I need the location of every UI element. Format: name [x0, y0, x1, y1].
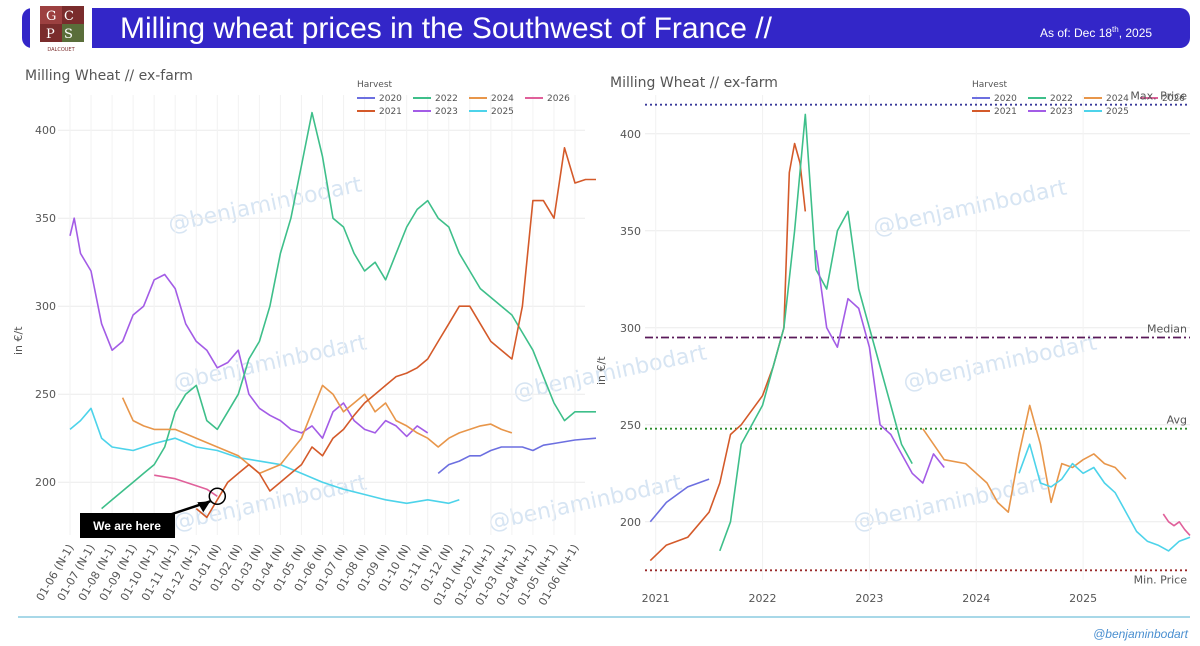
y-tick-label: 350 — [620, 225, 641, 238]
legend-label-2020: 2020 — [379, 94, 402, 104]
series-line-2024 — [922, 404, 1127, 513]
logo-panel — [40, 6, 62, 24]
series-line-2022 — [101, 111, 596, 510]
watermark: @benjaminbodart — [171, 330, 369, 396]
logo-letter: G — [46, 9, 56, 24]
watermark: @benjaminbodart — [851, 470, 1049, 536]
legend-label-2026: 2026 — [547, 94, 570, 104]
annotation-arrowhead — [197, 501, 211, 513]
highlight-circle — [208, 487, 227, 506]
logo-subtext: DALCOUET — [47, 47, 75, 53]
legend-title: Harvest — [357, 80, 393, 90]
series-line-2026 — [154, 474, 218, 497]
as-of-suffix: , 2025 — [1118, 26, 1153, 40]
y-tick-label: 400 — [620, 128, 641, 141]
series-line-2020 — [649, 478, 710, 523]
logo-panel — [62, 24, 84, 42]
y-tick-label: 300 — [620, 322, 641, 335]
annotation-text: We are here — [93, 519, 161, 533]
watermark: @benjaminbodart — [901, 330, 1099, 396]
series-line-2022 — [719, 113, 913, 552]
logo-letter: S — [64, 27, 73, 42]
x-tick-label: 2022 — [749, 592, 777, 605]
reference-label: Avg — [1167, 414, 1187, 427]
legend-label-2026: 2026 — [1162, 94, 1185, 104]
series-line-2020 — [437, 437, 597, 475]
legend-label-2020: 2020 — [994, 94, 1017, 104]
annotation-box — [80, 513, 175, 538]
legend-label-2021: 2021 — [994, 107, 1017, 117]
legend-label-2022: 2022 — [435, 94, 458, 104]
legend-label-2023: 2023 — [435, 107, 458, 117]
as-of-prefix: As of: Dec 18 — [1040, 26, 1113, 40]
series-line-2026 — [1162, 513, 1191, 536]
y-tick-label: 400 — [35, 124, 56, 137]
y-tick-label: 350 — [35, 212, 56, 225]
logo-graphic: G C P S DALCOUET — [40, 6, 84, 53]
reference-label: Max. Price — [1130, 90, 1187, 103]
y-axis-label: in €/t — [12, 326, 25, 355]
title-banner — [22, 8, 1190, 48]
watermark: @benjaminbodart — [486, 470, 684, 536]
x-tick-label: 2021 — [642, 592, 670, 605]
legend-label-2024: 2024 — [1106, 94, 1129, 104]
legend-label-2024: 2024 — [491, 94, 514, 104]
legend-label-2025: 2025 — [491, 107, 514, 117]
reference-label: Min. Price — [1134, 573, 1188, 586]
legend-label-2021: 2021 — [379, 107, 402, 117]
series-line-2025 — [69, 407, 460, 505]
as-of-sup: th — [1112, 25, 1119, 34]
series-line-2023 — [815, 250, 945, 484]
y-tick-label: 200 — [620, 516, 641, 529]
watermark: @benjaminbodart — [511, 340, 709, 406]
y-tick-label: 250 — [35, 388, 56, 401]
reference-label: Median — [1147, 323, 1187, 336]
company-logo: G C P S DALCOUET — [30, 4, 92, 54]
series-line-2023 — [69, 217, 429, 440]
series-line-2021 — [195, 147, 596, 519]
legend-title: Harvest — [972, 80, 1008, 90]
y-tick-label: 300 — [35, 300, 56, 313]
chart-title: Milling Wheat // ex-farm — [25, 68, 193, 84]
right-chart: 200 250 300 350 400 2021 2022 2023 2024 2025 Milli… — [595, 75, 1191, 605]
legend-label-2022: 2022 — [1050, 94, 1073, 104]
credit-text: @benjaminbodart — [1093, 627, 1189, 641]
series-line-2025 — [1018, 443, 1191, 552]
x-tick-label: 2023 — [855, 592, 883, 605]
series-line-2024 — [121, 384, 513, 475]
as-of-date: As of: Dec 18th, 2025 — [1040, 25, 1152, 40]
y-tick-label: 250 — [620, 419, 641, 432]
page-title: Milling wheat prices in the Southwest of… — [120, 12, 772, 45]
x-tick-label: 2025 — [1069, 592, 1097, 605]
legend-label-2025: 2025 — [1106, 107, 1129, 117]
logo-letter: P — [46, 27, 55, 42]
legend-label-2023: 2023 — [1050, 107, 1073, 117]
x-tick-label: 2024 — [962, 592, 990, 605]
y-axis-label: in €/t — [595, 356, 608, 385]
y-tick-label: 200 — [35, 476, 56, 489]
chart-title: Milling Wheat // ex-farm — [610, 75, 778, 91]
series-line-2021 — [649, 142, 807, 562]
logo-letter: C — [64, 9, 74, 24]
